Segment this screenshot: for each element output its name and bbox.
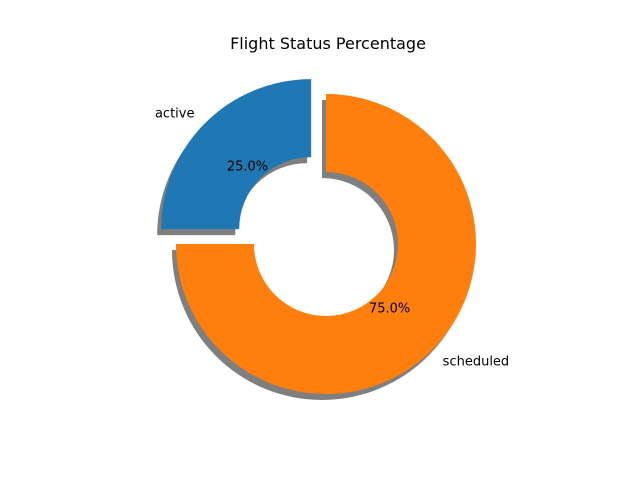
label-layer: active 25.0% scheduled 75.0% [155,106,509,369]
slice-scheduled [176,94,476,394]
slice-active [161,79,312,230]
slice-pct-active: 25.0% [227,160,268,175]
slice-label-active: active [155,106,195,121]
chart-title: Flight Status Percentage [230,34,426,53]
slice-layer [161,79,476,394]
slice-label-scheduled: scheduled [443,355,510,370]
slice-pct-scheduled: 75.0% [369,302,410,317]
